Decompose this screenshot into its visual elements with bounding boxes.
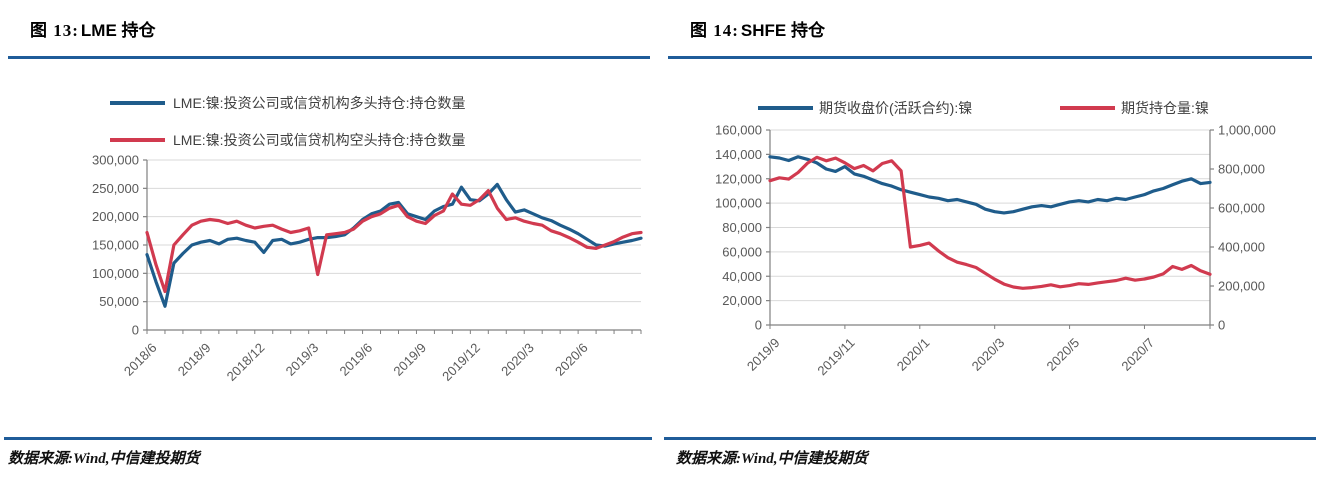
secondary-y-axis-label: 800,000 (1218, 162, 1265, 177)
header-rule (8, 56, 650, 59)
data-series-line (145, 188, 643, 294)
x-axis-label: 2020/7 (1118, 335, 1157, 374)
x-axis-label: 2019/6 (337, 340, 376, 379)
figure-lme: 图 13: LME 持仓 0 50,000 100,000 150,000 200,000… (4, 16, 652, 467)
y-axis-label: 50,000 (99, 294, 139, 309)
y-axis-label: 100,000 (715, 196, 762, 211)
y-axis-label: 200,000 (92, 209, 139, 224)
y-axis-label: 140,000 (715, 147, 762, 162)
y-axis-label: 300,000 (92, 153, 139, 168)
secondary-y-axis-label: 1,000,000 (1218, 123, 1276, 138)
secondary-y-axis-label: 400,000 (1218, 240, 1265, 255)
x-axis-label: 2020/3 (498, 340, 537, 379)
y-axis-label: 160,000 (715, 123, 762, 138)
y-axis-label: 0 (755, 318, 762, 333)
footer-rule (4, 437, 652, 440)
figure-name: SHFE 持仓 (740, 21, 825, 40)
shfe-positions-chart: 0 20,000 40,000 60,000 80,000 100,000 120,000 1… (715, 100, 1276, 378)
data-series-line (768, 155, 1212, 215)
figure-title-lme: 图 13: LME 持仓 (30, 16, 156, 41)
x-axis-label: 2020/5 (1044, 335, 1083, 374)
data-source-note: 数据来源:Wind,中信建投期货 (8, 451, 200, 467)
x-axis-label: 2019/3 (283, 340, 322, 379)
secondary-y-axis-label: 0 (1218, 318, 1225, 333)
footer-rule (664, 437, 1316, 440)
legend-label: 期货收盘价(活跃合约):镍 (819, 100, 972, 116)
y-axis-label: 250,000 (92, 181, 139, 196)
data-series-line (145, 182, 643, 308)
legend-label: LME:镍:投资公司或信贷机构多头持仓:持仓数量 (173, 95, 465, 111)
x-axis-label: 2020/3 (969, 335, 1008, 374)
secondary-y-axis-label: 200,000 (1218, 279, 1265, 294)
header-rule (668, 56, 1312, 59)
figure-number: 图 14: (690, 21, 739, 40)
x-axis-label: 2019/12 (439, 340, 483, 384)
y-axis-label: 60,000 (722, 244, 762, 259)
x-axis-label: 2018/9 (175, 340, 214, 379)
figure-title-shfe: 图 14: SHFE 持仓 (690, 16, 825, 41)
x-axis-label: 2020/1 (894, 335, 933, 374)
x-axis-label: 2019/11 (814, 335, 857, 378)
y-axis-label: 20,000 (722, 293, 762, 308)
x-axis-label: 2020/6 (552, 340, 591, 379)
x-axis-label: 2019/9 (390, 340, 429, 379)
figure-shfe: 图 14: SHFE 持仓 0 20,000 40,000 60,000 80,000 10… (660, 0, 1320, 479)
x-axis-label: 2018/6 (121, 340, 160, 379)
y-axis-label: 80,000 (722, 220, 762, 235)
figure-number: 图 13: (30, 21, 79, 40)
y-axis-label: 100,000 (92, 266, 139, 281)
legend-label: 期货持仓量:镍 (1121, 100, 1209, 116)
x-axis-label: 2018/12 (224, 340, 268, 384)
secondary-y-axis-label: 600,000 (1218, 201, 1265, 216)
y-axis-label: 120,000 (715, 171, 762, 186)
figure-name: LME 持仓 (80, 21, 156, 40)
lme-positions-chart: 0 50,000 100,000 150,000 200,000 250,000 300,0… (92, 95, 643, 384)
data-source-note: 数据来源:Wind,中信建投期货 (676, 451, 868, 467)
y-axis-label: 0 (132, 323, 139, 338)
data-series-line (768, 155, 1212, 290)
y-axis-label: 40,000 (722, 269, 762, 284)
legend-label: LME:镍:投资公司或信贷机构空头持仓:持仓数量 (173, 132, 465, 148)
x-axis-label: 2019/9 (744, 335, 783, 374)
y-axis-label: 150,000 (92, 238, 139, 253)
